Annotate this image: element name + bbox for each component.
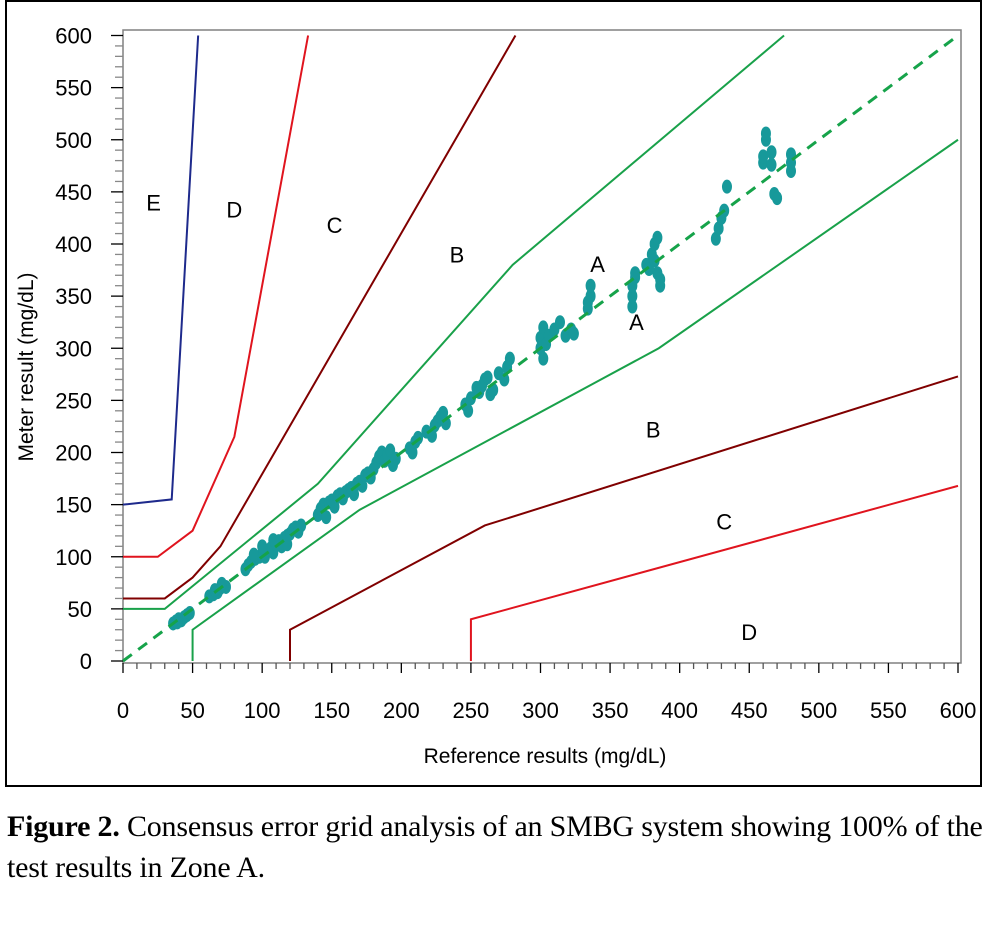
zone-boundary-c-lower xyxy=(469,484,959,661)
y-tick-label: 450 xyxy=(55,180,92,205)
zone-boundary-b-upper xyxy=(123,34,517,600)
zone-label-d: D xyxy=(226,198,242,223)
zone-label-b: B xyxy=(450,242,465,267)
data-point xyxy=(630,266,641,281)
zone-label-c: C xyxy=(716,509,732,534)
data-point xyxy=(766,145,777,160)
zone-label-e: E xyxy=(146,190,161,215)
x-tick-label: 300 xyxy=(522,698,559,723)
zone-label-a: A xyxy=(590,252,605,277)
zone-label-a: A xyxy=(629,310,644,335)
data-point xyxy=(582,295,593,310)
data-point xyxy=(499,372,510,387)
y-tick-label: 550 xyxy=(55,76,92,101)
x-tick-label: 150 xyxy=(313,698,350,723)
x-tick-label: 350 xyxy=(592,698,629,723)
y-tick-label: 150 xyxy=(55,493,92,518)
data-point xyxy=(282,537,293,552)
y-tick-label: 350 xyxy=(55,284,92,309)
x-tick-label: 0 xyxy=(117,698,129,723)
x-tick-label: 550 xyxy=(870,698,907,723)
y-tick-label: 100 xyxy=(55,545,92,570)
y-tick-label: 250 xyxy=(55,388,92,413)
data-point xyxy=(257,539,268,554)
zone-boundary-a-upper xyxy=(123,34,785,610)
data-point xyxy=(248,547,259,562)
y-tick-label: 300 xyxy=(55,336,92,361)
data-point xyxy=(772,191,783,206)
data-point xyxy=(760,126,771,141)
zone-label-d: D xyxy=(741,620,757,645)
error-grid-chart: 0 50 100 150 200 250 300 350 400 450 500 550 600 0 50… xyxy=(15,24,976,769)
data-point xyxy=(465,391,476,406)
y-tick-marks xyxy=(111,34,123,662)
zone-boundary-d-upper xyxy=(122,35,200,506)
zone-boundary-b-lower xyxy=(289,375,959,661)
data-point xyxy=(268,533,279,548)
data-point xyxy=(504,351,515,366)
y-tick-label: 600 xyxy=(55,24,92,49)
y-tick-labels: 0 50 100 150 200 250 300 350 400 450 500 550 600 xyxy=(55,24,92,675)
x-tick-label: 450 xyxy=(731,698,768,723)
y-tick-label: 400 xyxy=(55,232,92,257)
zone-boundary-c-upper xyxy=(123,35,310,558)
zone-label-b: B xyxy=(646,418,661,443)
x-tick-label: 200 xyxy=(383,698,420,723)
zone-boundaries xyxy=(122,34,959,661)
identity-line xyxy=(122,34,959,663)
data-point xyxy=(321,510,332,525)
x-tick-marks xyxy=(122,663,959,673)
x-axis-title: Reference results (mg/dL) xyxy=(424,745,667,768)
y-tick-label: 200 xyxy=(55,441,92,466)
x-tick-label: 600 xyxy=(940,698,977,723)
data-point xyxy=(568,326,579,341)
plot-area xyxy=(122,29,962,664)
y-tick-label: 500 xyxy=(55,128,92,153)
figure-caption: Figure 2. Consensus error grid analysis … xyxy=(7,806,987,888)
zone-label-c: C xyxy=(327,213,343,238)
data-point xyxy=(463,403,474,418)
x-tick-label: 400 xyxy=(661,698,698,723)
data-point xyxy=(766,157,777,172)
data-point xyxy=(172,615,183,630)
data-point xyxy=(655,272,666,287)
caption-label: Figure 2. xyxy=(7,810,120,843)
data-point xyxy=(627,299,638,314)
zone-boundary-a-lower xyxy=(191,138,959,661)
data-point xyxy=(482,370,493,385)
x-tick-label: 500 xyxy=(800,698,837,723)
y-tick-label: 0 xyxy=(80,649,92,674)
data-point xyxy=(721,179,732,194)
y-tick-label: 50 xyxy=(68,597,92,622)
axes: 0 50 100 150 200 250 300 350 400 450 500 550 600 0 50… xyxy=(55,24,976,724)
x-tick-labels: 0 50 100 150 200 250 300 350 400 450 500 550 600 xyxy=(117,698,976,723)
data-point xyxy=(649,253,660,268)
data-point xyxy=(652,230,663,245)
x-tick-label: 250 xyxy=(453,698,490,723)
x-tick-label: 100 xyxy=(244,698,281,723)
data-point xyxy=(627,289,638,304)
caption-text: Consensus error grid analysis of an SMBG… xyxy=(7,810,983,884)
zone-labels: E D C B A A B C D xyxy=(146,190,757,645)
figure-frame xyxy=(5,0,982,787)
data-point xyxy=(585,278,596,293)
data-point xyxy=(554,315,565,330)
data-point xyxy=(538,351,549,366)
x-tick-label: 50 xyxy=(180,698,204,723)
data-point xyxy=(758,149,769,164)
y-axis-title: Meter result (mg/dL) xyxy=(15,272,38,461)
